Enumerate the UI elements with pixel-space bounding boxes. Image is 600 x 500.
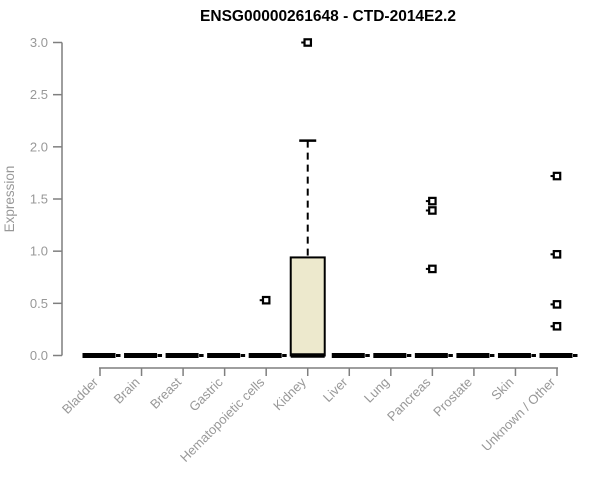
y-tick-label: 2.0 [30,139,48,154]
y-tick-label: 1.0 [30,244,48,259]
x-tick-label-pancreas: Pancreas [384,374,434,424]
outlier-point [303,38,313,47]
outlier-point [261,295,271,305]
chart-title: ENSG00000261648 - CTD-2014E2.2 [200,8,456,25]
flat-box [456,353,490,358]
flat-box [414,353,448,358]
y-tick-label: 1.5 [30,192,48,207]
box-group-prostate [456,353,495,358]
box-group-lung [373,353,412,358]
x-tick-label-lung: Lung [361,375,392,406]
x-tick-label-skin: Skin [488,375,516,403]
x-tick-label-liver: Liver [320,374,351,405]
flat-box [165,353,199,358]
flat-box-end [365,354,370,357]
flat-box-end [531,354,536,357]
flat-box-end [282,354,287,357]
flat-box-end [240,354,246,357]
flat-box-end [573,354,578,357]
outlier-point [428,196,437,206]
x-tick-label-kidney: Kidney [270,374,309,413]
y-tick-label: 0.0 [30,348,48,363]
outlier-point [552,249,562,259]
box-group-skin [497,353,536,358]
outlier-point [552,300,562,309]
flat-box [207,353,241,358]
x-tick-label-bladder: Bladder [59,374,102,417]
flat-box [248,353,282,358]
flat-box-end [406,354,412,357]
outlier-point [428,264,437,274]
flat-box-end [199,354,204,357]
flat-box [539,353,573,358]
x-tick-label-prostate: Prostate [430,375,475,420]
flat-box-end [157,354,163,357]
box-group-kidney [289,38,326,358]
x-tick-label-unknown-other: Unknown / Other [479,374,559,454]
y-tick-label: 2.5 [30,87,48,102]
box [289,256,326,357]
y-axis-title: Expression [2,166,17,233]
box-group-gastric [207,353,246,358]
x-tick-label-breast: Breast [147,374,184,411]
flat-box [331,353,365,358]
box-series [82,38,578,358]
flat-box-end [116,354,121,357]
box-group-unknown-other [539,171,578,358]
flat-box-end [448,354,453,357]
x-tick-label-brain: Brain [111,375,143,407]
flat-box [124,353,158,358]
flat-box-end [489,354,495,357]
outlier-point [552,171,562,181]
y-axis: 0.0 0.5 1.0 1.5 2.0 2.5 3.0 [30,35,63,363]
box-group-hematopoietic-cells [248,295,287,358]
y-tick-label: 0.5 [30,296,48,311]
box-group-pancreas [414,196,453,358]
box-group-bladder [82,353,121,358]
flat-box [497,353,531,358]
y-tick-label: 3.0 [30,35,48,50]
box-group-brain [124,353,163,358]
outlier-point [428,206,437,215]
flat-box [82,353,116,358]
flat-box [373,353,407,358]
x-tick-label-gastric: Gastric [186,374,226,414]
box-group-breast [165,353,204,358]
outlier-point [552,321,562,331]
box-group-liver [331,353,370,358]
